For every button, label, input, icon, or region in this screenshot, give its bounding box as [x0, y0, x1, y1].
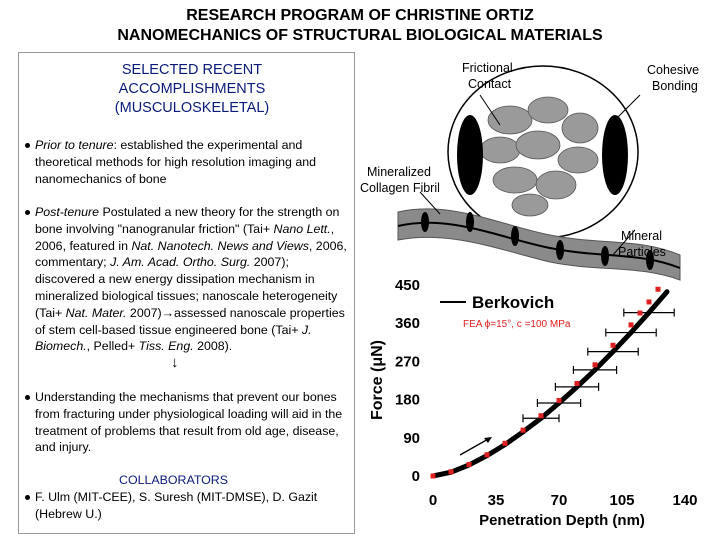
diagram-label: Frictional	[462, 61, 513, 75]
heading-line: ACCOMPLISHMENTS	[118, 81, 266, 97]
y-tick-label: 450	[395, 277, 420, 294]
run: 2007); discovered a new energy dissipati…	[35, 255, 338, 320]
y-tick-label: 90	[403, 430, 420, 447]
collaborators: F. Ulm (MIT-CEE), S. Suresh (MIT-DMSE), …	[23, 489, 349, 523]
x-tick-label: 140	[672, 492, 697, 509]
data-point	[628, 330, 634, 336]
data-point	[538, 413, 544, 419]
y-tick-label: 360	[395, 315, 420, 332]
y-axis-label: Force (μN)	[369, 340, 386, 420]
title-line: RESEARCH PROGRAM OF CHRISTINE ORTIZ	[186, 7, 534, 24]
run: Understanding the mechanisms that preven…	[35, 390, 343, 455]
pointer	[459, 437, 491, 456]
run: Postulated a new theory for the strength…	[35, 205, 340, 236]
run: J. Biomech.	[35, 322, 312, 354]
run: J. Am. Acad. Ortho. Surg.	[110, 255, 251, 270]
diagram-label: Particles	[618, 245, 666, 259]
diagram-label: Mineralized	[367, 165, 431, 179]
pointer-head	[484, 437, 492, 443]
heading-line: (MUSCULOSKELETAL)	[114, 100, 270, 116]
data-point	[556, 397, 562, 403]
run: 2008).	[193, 339, 233, 354]
x-tick-label: 105	[609, 492, 634, 509]
y-tick-label: 0	[412, 468, 420, 485]
x-tick-label: 70	[551, 492, 568, 509]
diagram-label: Bonding	[652, 79, 698, 93]
text-panel: SELECTED RECENT ACCOMPLISHMENTS (MUSCULO…	[18, 52, 355, 534]
bullet: Understanding the mechanisms that preven…	[23, 389, 349, 456]
run: F. Ulm (MIT-CEE), S. Suresh (MIT-DMSE), …	[35, 490, 318, 521]
data-point	[502, 440, 508, 446]
run: Nano Lett.	[273, 221, 331, 236]
data-point	[610, 349, 616, 355]
run: , 2006, featured in	[35, 221, 335, 253]
data-point	[574, 380, 580, 386]
data-point	[628, 322, 634, 328]
bullet: Post-tenure Postulated a new theory for …	[23, 204, 349, 371]
run: 2007)→assessed nanoscale properties of s…	[35, 305, 345, 337]
run: Nat. Mater.	[65, 305, 127, 320]
title-line: NANOMECHANICS OF STRUCTURAL BIOLOGICAL M…	[117, 27, 603, 44]
data-point	[448, 469, 454, 475]
legend-label: Berkovich	[472, 293, 554, 312]
diagram: Frictional Contact Cohesive Bonding Mine…	[360, 61, 699, 281]
data-point	[646, 310, 652, 316]
data-point	[520, 427, 526, 433]
run: : established the experimental and theor…	[35, 138, 317, 186]
heading-line: SELECTED RECENT	[121, 62, 263, 78]
data-point	[484, 452, 490, 458]
x-tick-label: 35	[488, 492, 505, 509]
data-line	[432, 290, 669, 479]
data-point	[592, 362, 598, 368]
run: Tiss. Eng.	[138, 339, 194, 354]
data-point	[646, 299, 652, 305]
run: , Pelled+	[86, 339, 139, 354]
data-point	[664, 289, 670, 295]
data-point	[592, 367, 598, 373]
x-axis-label: Penetration Depth (nm)	[479, 512, 645, 529]
data-point	[610, 342, 616, 348]
bullet: Prior to tenure: established the experim…	[23, 137, 349, 187]
diagram-label: Mineral	[621, 229, 662, 243]
data-point	[466, 462, 472, 468]
run: Post-tenure	[35, 205, 100, 219]
data-point	[430, 473, 436, 479]
plot: 0 90 180 270 360 450 0 35 70 105 140 Penetration De…	[369, 277, 698, 529]
diagram-label: Collagen Fibril	[360, 181, 440, 195]
legend-label: FEA ϕ=15°, c =100 MPa	[463, 319, 571, 330]
x-tick-label: 0	[429, 492, 437, 509]
data-point	[655, 286, 661, 292]
y-tick-label: 180	[395, 392, 420, 409]
diagram-label: Contact	[468, 77, 512, 91]
data-point	[637, 310, 643, 316]
collaborators-heading: COLLABORATORS	[119, 473, 229, 487]
run: Nat. Nanotech. News and Views	[131, 238, 309, 253]
panel-heading: SELECTED RECENT ACCOMPLISHMENTS (MUSCULO…	[77, 61, 307, 118]
title: RESEARCH PROGRAM OF CHRISTINE ORTIZ NANO…	[0, 6, 720, 46]
arrow: ↓	[171, 354, 179, 372]
diagram-label: Cohesive	[647, 63, 699, 77]
y-tick-label: 270	[395, 353, 420, 370]
run: Prior to tenure	[35, 138, 114, 152]
run: , 2006, commentary;	[35, 238, 347, 270]
